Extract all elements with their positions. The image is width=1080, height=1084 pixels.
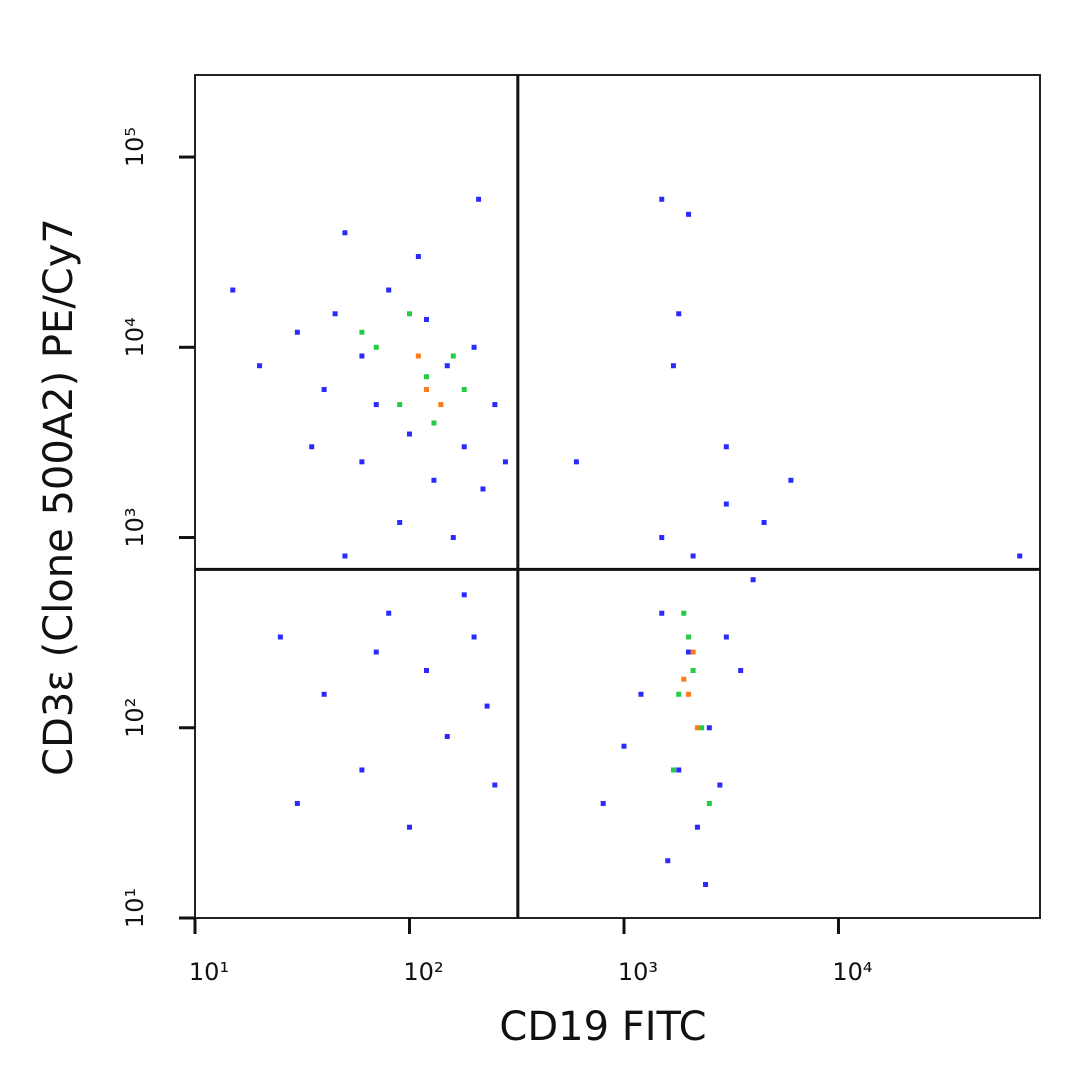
data-point <box>373 402 379 408</box>
data-point <box>694 725 700 731</box>
data-point <box>690 649 696 655</box>
data-point <box>703 882 709 888</box>
data-point <box>332 311 338 317</box>
data-point <box>573 459 579 465</box>
data-point <box>415 254 421 260</box>
data-point <box>659 535 665 541</box>
data-point <box>415 353 421 359</box>
data-point <box>621 743 627 749</box>
x-tick-label: 10³ <box>618 958 658 986</box>
data-point <box>638 691 644 697</box>
data-point <box>686 634 692 640</box>
data-point <box>681 610 687 616</box>
data-point <box>788 477 794 483</box>
data-point <box>277 634 283 640</box>
data-point <box>665 858 671 864</box>
data-point <box>676 311 682 317</box>
data-point <box>294 329 300 335</box>
x-tick-label: 10² <box>403 958 443 986</box>
data-point <box>676 691 682 697</box>
data-point <box>450 535 456 541</box>
data-point <box>670 767 676 773</box>
data-point <box>461 592 467 598</box>
data-point <box>386 287 392 293</box>
plot-frame <box>194 74 1041 919</box>
data-point <box>706 725 712 731</box>
y-tick-label: 10⁴ <box>121 317 149 357</box>
data-point <box>699 725 705 731</box>
x-tick-label: 10⁴ <box>832 958 872 986</box>
data-point <box>359 459 365 465</box>
data-point <box>450 353 456 359</box>
data-point <box>423 374 429 380</box>
data-point <box>723 444 729 450</box>
data-point <box>309 444 315 450</box>
data-point <box>431 420 437 426</box>
data-point <box>686 649 692 655</box>
data-point <box>502 459 508 465</box>
data-point <box>471 634 477 640</box>
data-point <box>471 344 477 350</box>
data-point <box>423 386 429 392</box>
data-point <box>690 667 696 673</box>
data-point <box>359 767 365 773</box>
data-point <box>659 610 665 616</box>
data-point <box>690 553 696 559</box>
data-point <box>694 824 700 830</box>
data-point <box>423 316 429 322</box>
data-point <box>444 363 450 369</box>
data-point <box>431 477 437 483</box>
data-point <box>373 649 379 655</box>
data-point <box>294 800 300 806</box>
data-point <box>480 486 486 492</box>
data-point <box>359 353 365 359</box>
data-point <box>386 610 392 616</box>
data-point <box>373 344 379 350</box>
data-point <box>484 703 490 709</box>
data-point <box>670 363 676 369</box>
data-point <box>230 287 236 293</box>
data-point <box>1017 553 1023 559</box>
data-point <box>686 211 692 217</box>
data-point <box>257 363 263 369</box>
data-point <box>723 634 729 640</box>
data-point <box>423 667 429 673</box>
data-point <box>397 519 403 525</box>
data-point <box>321 386 327 392</box>
y-tick-label: 10² <box>121 698 149 738</box>
data-point <box>438 402 444 408</box>
data-point <box>681 676 687 682</box>
data-point <box>406 824 412 830</box>
data-point <box>738 667 744 673</box>
data-point <box>723 501 729 507</box>
data-point <box>761 519 767 525</box>
y-tick-label: 10³ <box>121 507 149 547</box>
data-point <box>406 431 412 437</box>
y-tick-label: 10⁵ <box>121 127 149 167</box>
data-point <box>321 691 327 697</box>
y-axis-title: CD3ε (Clone 500A2) PE/Cy7 <box>36 218 82 776</box>
data-point <box>342 553 348 559</box>
data-point <box>444 733 450 739</box>
data-point <box>342 230 348 236</box>
data-point <box>359 329 365 335</box>
data-point <box>676 767 682 773</box>
x-axis-title: CD19 FITC <box>499 1004 706 1050</box>
data-point <box>492 402 498 408</box>
data-point <box>476 196 482 202</box>
data-point <box>406 311 412 317</box>
data-point <box>659 196 665 202</box>
data-point <box>717 782 723 788</box>
data-point <box>686 691 692 697</box>
data-point <box>461 386 467 392</box>
data-point <box>600 800 606 806</box>
data-point <box>492 782 498 788</box>
data-point <box>397 402 403 408</box>
data-point <box>461 444 467 450</box>
x-tick-label: 10¹ <box>189 958 229 986</box>
data-point <box>706 800 712 806</box>
y-tick-label: 10¹ <box>121 888 149 928</box>
data-point <box>750 577 756 583</box>
